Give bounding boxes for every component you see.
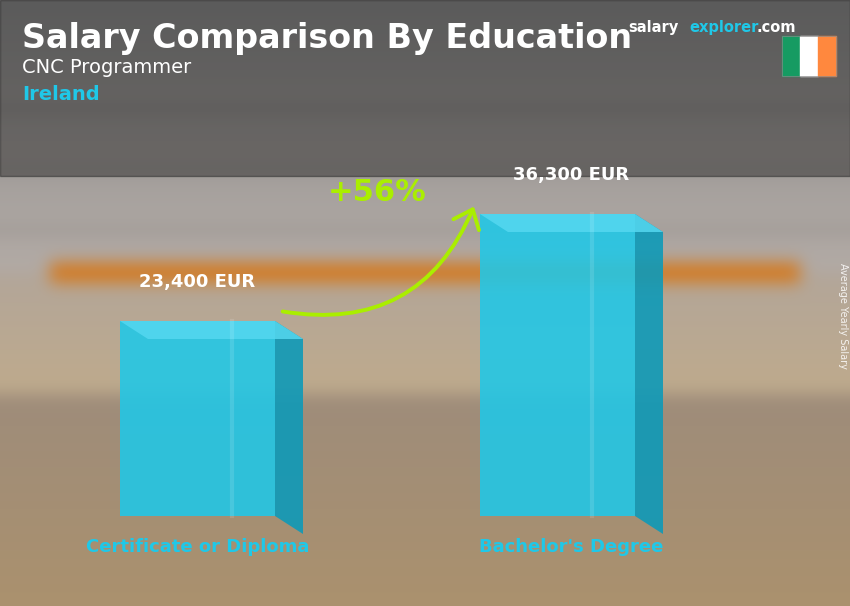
Text: +56%: +56% (328, 178, 427, 207)
Polygon shape (275, 321, 303, 534)
Text: 36,300 EUR: 36,300 EUR (513, 166, 630, 184)
Bar (818, 36, 836, 76)
Bar (0, 0, 850, 176)
Bar (800, 36, 818, 76)
Bar (782, 36, 800, 76)
Polygon shape (120, 321, 303, 339)
Text: Salary Comparison By Education: Salary Comparison By Education (22, 22, 632, 55)
Bar (782, 36, 836, 76)
Text: Certificate or Diploma: Certificate or Diploma (86, 538, 309, 556)
Polygon shape (480, 214, 663, 232)
Text: explorer: explorer (689, 20, 758, 35)
Polygon shape (120, 321, 275, 516)
Polygon shape (480, 214, 635, 516)
Text: .com: .com (757, 20, 796, 35)
Text: CNC Programmer: CNC Programmer (22, 58, 191, 77)
Text: Bachelor's Degree: Bachelor's Degree (479, 538, 664, 556)
FancyArrowPatch shape (283, 209, 479, 315)
Polygon shape (635, 214, 663, 534)
Text: salary: salary (628, 20, 678, 35)
Text: Average Yearly Salary: Average Yearly Salary (838, 263, 848, 369)
Text: 23,400 EUR: 23,400 EUR (139, 273, 256, 291)
Text: Ireland: Ireland (22, 85, 99, 104)
